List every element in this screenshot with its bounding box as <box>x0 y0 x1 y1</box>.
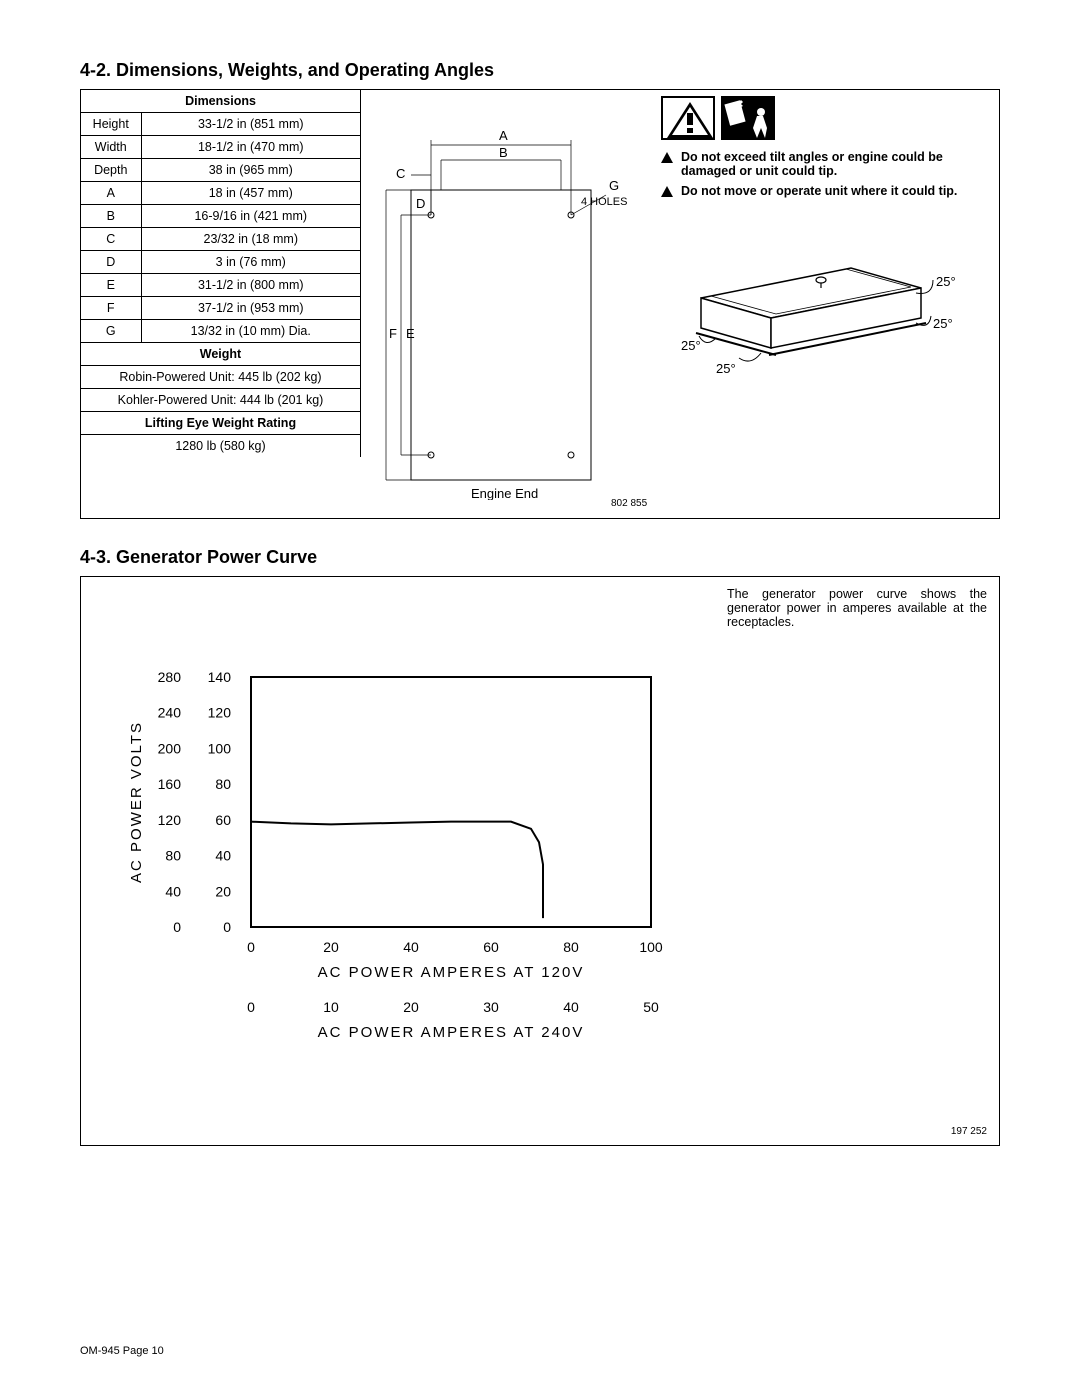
warning-text-1: Do not exceed tilt angles or engine coul… <box>661 150 996 178</box>
page-footer: OM-945 Page 10 <box>80 1345 164 1357</box>
section-43-title: 4-3. Generator Power Curve <box>80 547 1000 568</box>
svg-text:280: 280 <box>158 669 182 685</box>
svg-text:80: 80 <box>563 939 579 955</box>
svg-text:40: 40 <box>403 939 419 955</box>
dim-key: E <box>81 274 141 297</box>
dim-key: Width <box>81 136 141 159</box>
svg-text:100: 100 <box>639 939 663 955</box>
svg-text:0: 0 <box>173 919 181 935</box>
svg-text:40: 40 <box>165 883 181 899</box>
dim-key: A <box>81 182 141 205</box>
svg-text:AC POWER AMPERES AT 120V: AC POWER AMPERES AT 120V <box>318 964 585 981</box>
svg-text:120: 120 <box>208 705 232 721</box>
svg-text:AC POWER AMPERES AT 240V: AC POWER AMPERES AT 240V <box>318 1024 585 1041</box>
diagram-refnum: 802 855 <box>611 498 647 509</box>
svg-text:200: 200 <box>158 740 182 756</box>
dim-val: 37-1/2 in (953 mm) <box>141 297 361 320</box>
tilt-angle-fl: 25° <box>681 338 701 353</box>
lifting-header: Lifting Eye Weight Rating <box>81 412 361 435</box>
svg-text:60: 60 <box>215 812 231 828</box>
tilt-angle-br: 25° <box>933 316 953 331</box>
svg-text:80: 80 <box>165 848 181 864</box>
dimensions-table: Dimensions Height33-1/2 in (851 mm) Widt… <box>81 90 361 457</box>
power-curve-chart: 04080120160200240280020406080100120140AC… <box>141 667 701 1087</box>
svg-text:0: 0 <box>247 999 255 1015</box>
diag-label-c: C <box>396 166 405 181</box>
svg-text:30: 30 <box>483 999 499 1015</box>
chart-refnum: 197 252 <box>951 1126 987 1137</box>
dim-val: 18-1/2 in (470 mm) <box>141 136 361 159</box>
svg-text:240: 240 <box>158 705 182 721</box>
weight-header: Weight <box>81 343 361 366</box>
svg-text:160: 160 <box>158 776 182 792</box>
warning-bullet-icon <box>661 152 673 163</box>
diag-label-a: A <box>499 128 508 143</box>
tilt-angle-bu: 25° <box>936 274 956 289</box>
weight-row: Kohler-Powered Unit: 444 lb (201 kg) <box>81 389 361 412</box>
dim-val: 31-1/2 in (800 mm) <box>141 274 361 297</box>
lifting-value: 1280 lb (580 kg) <box>81 435 361 458</box>
svg-text:100: 100 <box>208 740 232 756</box>
diag-label-b: B <box>499 145 508 160</box>
svg-text:40: 40 <box>563 999 579 1015</box>
svg-text:20: 20 <box>215 883 231 899</box>
chart-caption: The generator power curve shows the gene… <box>727 587 987 629</box>
svg-text:120: 120 <box>158 812 182 828</box>
svg-text:20: 20 <box>403 999 419 1015</box>
dim-val: 23/32 in (18 mm) <box>141 228 361 251</box>
section-42-title: 4-2. Dimensions, Weights, and Operating … <box>80 60 1000 81</box>
svg-text:20: 20 <box>323 939 339 955</box>
dim-key: Height <box>81 113 141 136</box>
tilt-angle-diagram: 25° 25° 25° 25° <box>661 208 961 378</box>
dim-key: Depth <box>81 159 141 182</box>
diag-label-holes: 4 HOLES <box>581 196 627 208</box>
diag-label-g: G <box>609 178 619 193</box>
diag-label-d: D <box>416 196 425 211</box>
svg-text:50: 50 <box>643 999 659 1015</box>
dim-val: 16-9/16 in (421 mm) <box>141 205 361 228</box>
dim-val: 3 in (76 mm) <box>141 251 361 274</box>
dim-key: C <box>81 228 141 251</box>
tilt-angle-fr: 25° <box>716 361 736 376</box>
svg-text:0: 0 <box>223 919 231 935</box>
warning-text-2: Do not move or operate unit where it cou… <box>661 184 996 198</box>
engine-end-label: Engine End <box>471 486 538 500</box>
svg-text:40: 40 <box>215 848 231 864</box>
dim-key: G <box>81 320 141 343</box>
warning-panel: Do not exceed tilt angles or engine coul… <box>661 96 996 378</box>
dim-val: 18 in (457 mm) <box>141 182 361 205</box>
dim-key: B <box>81 205 141 228</box>
svg-text:60: 60 <box>483 939 499 955</box>
svg-text:AC POWER VOLTS: AC POWER VOLTS <box>128 721 145 883</box>
weight-row: Robin-Powered Unit: 445 lb (202 kg) <box>81 366 361 389</box>
diag-label-f: F <box>389 326 397 341</box>
tipping-hazard-icon <box>721 96 775 140</box>
dim-val: 33-1/2 in (851 mm) <box>141 113 361 136</box>
dim-key: D <box>81 251 141 274</box>
svg-text:10: 10 <box>323 999 339 1015</box>
dim-val: 38 in (965 mm) <box>141 159 361 182</box>
section-42-panel: Dimensions Height33-1/2 in (851 mm) Widt… <box>80 89 1000 519</box>
dim-key: F <box>81 297 141 320</box>
svg-text:140: 140 <box>208 669 232 685</box>
warning-bullet-icon <box>661 186 673 197</box>
warning-triangle-icon <box>661 96 715 140</box>
diag-label-e: E <box>406 326 415 341</box>
bolt-pattern-diagram: A B C D G 4 HOLES E <box>381 120 641 500</box>
svg-text:80: 80 <box>215 776 231 792</box>
dim-val: 13/32 in (10 mm) Dia. <box>141 320 361 343</box>
section-43-panel: The generator power curve shows the gene… <box>80 576 1000 1146</box>
dimensions-header: Dimensions <box>81 90 361 113</box>
svg-text:0: 0 <box>247 939 255 955</box>
